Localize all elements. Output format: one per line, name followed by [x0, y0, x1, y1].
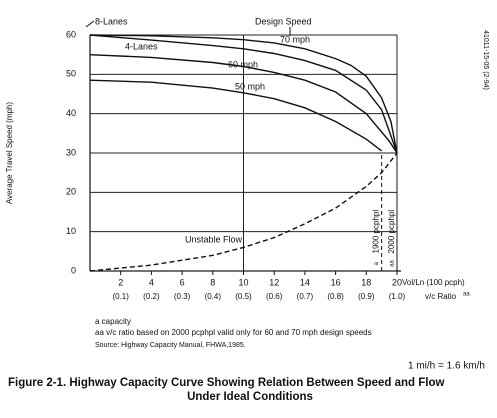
- x2-tick-label: (0.9): [358, 292, 375, 301]
- x-tick-label: 12: [269, 277, 279, 287]
- capacity-note: aa: [390, 260, 396, 267]
- conversion: 1 mi/h = 1.6 km/h: [408, 361, 485, 372]
- series-line: [89, 34, 398, 154]
- x-tick-label: 16: [331, 277, 341, 287]
- series-label: Unstable Flow: [185, 234, 243, 244]
- x-tick-label: 4: [149, 277, 154, 287]
- series-label: 8-Lanes: [95, 16, 128, 26]
- y-axis-label: Average Travel Speed (mph): [5, 102, 14, 204]
- series-label: 50 mph: [235, 81, 265, 91]
- annotation: Design Speed: [255, 16, 312, 26]
- footnote: aa v/c ratio based on 2000 pcphpl valid …: [95, 328, 372, 337]
- y-tick-label: 60: [66, 29, 76, 39]
- chart-title: Under Ideal Conditions: [187, 391, 313, 403]
- y-tick-label: 10: [66, 226, 76, 236]
- x2-tick-label: (0.3): [174, 292, 191, 301]
- x2-axis-note: aa: [463, 292, 470, 298]
- x2-tick-label: (1.0): [389, 292, 406, 301]
- x2-tick-label: (0.5): [235, 292, 252, 301]
- x2-axis-label: v/c Ratio: [425, 292, 457, 301]
- x2-tick-label: (0.4): [205, 292, 222, 301]
- capacity-note: a: [374, 261, 380, 265]
- y-tick-label: 40: [66, 108, 76, 118]
- series-label: 60 mph: [228, 59, 258, 69]
- x-tick-label: 2: [118, 277, 123, 287]
- x-tick-label: 20: [392, 277, 402, 287]
- capacity-label: 1900 pcphpl: [372, 210, 381, 254]
- x-tick-label: 6: [180, 277, 185, 287]
- x-tick-label: 18: [361, 277, 371, 287]
- series-line: [89, 54, 398, 154]
- annotation: 70 mph: [280, 34, 310, 44]
- x2-tick-label: (0.1): [112, 292, 129, 301]
- x-tick-label: 14: [300, 277, 310, 287]
- x-tick-label: 8: [210, 277, 215, 287]
- side-code: 41011-15-05 (2-94): [482, 30, 489, 90]
- y-tick-label: 20: [66, 187, 76, 197]
- y-tick-label: 0: [71, 265, 76, 275]
- x2-tick-label: (0.6): [266, 292, 283, 301]
- leader: [85, 20, 95, 28]
- y-tick-label: 50: [66, 69, 76, 79]
- x-axis-label: Vol/Ln (100 pcph): [402, 278, 465, 287]
- series-line: [89, 34, 398, 154]
- source: Source: Highway Capacity Manual, FHWA,19…: [95, 342, 246, 349]
- capacity-label: 2000 pcphpl: [387, 210, 396, 254]
- series-label: 4-Lanes: [125, 41, 158, 51]
- x-tick-label: 10: [238, 277, 248, 287]
- x2-tick-label: (0.8): [327, 292, 344, 301]
- footnote: a capacity: [95, 317, 131, 326]
- series-line: [89, 79, 383, 152]
- series-line: [89, 152, 398, 272]
- y-tick-label: 30: [66, 147, 76, 157]
- x2-tick-label: (0.2): [143, 292, 160, 301]
- x2-tick-label: (0.7): [297, 292, 314, 301]
- chart-title: Figure 2-1. Highway Capacity Curve Showi…: [8, 377, 444, 389]
